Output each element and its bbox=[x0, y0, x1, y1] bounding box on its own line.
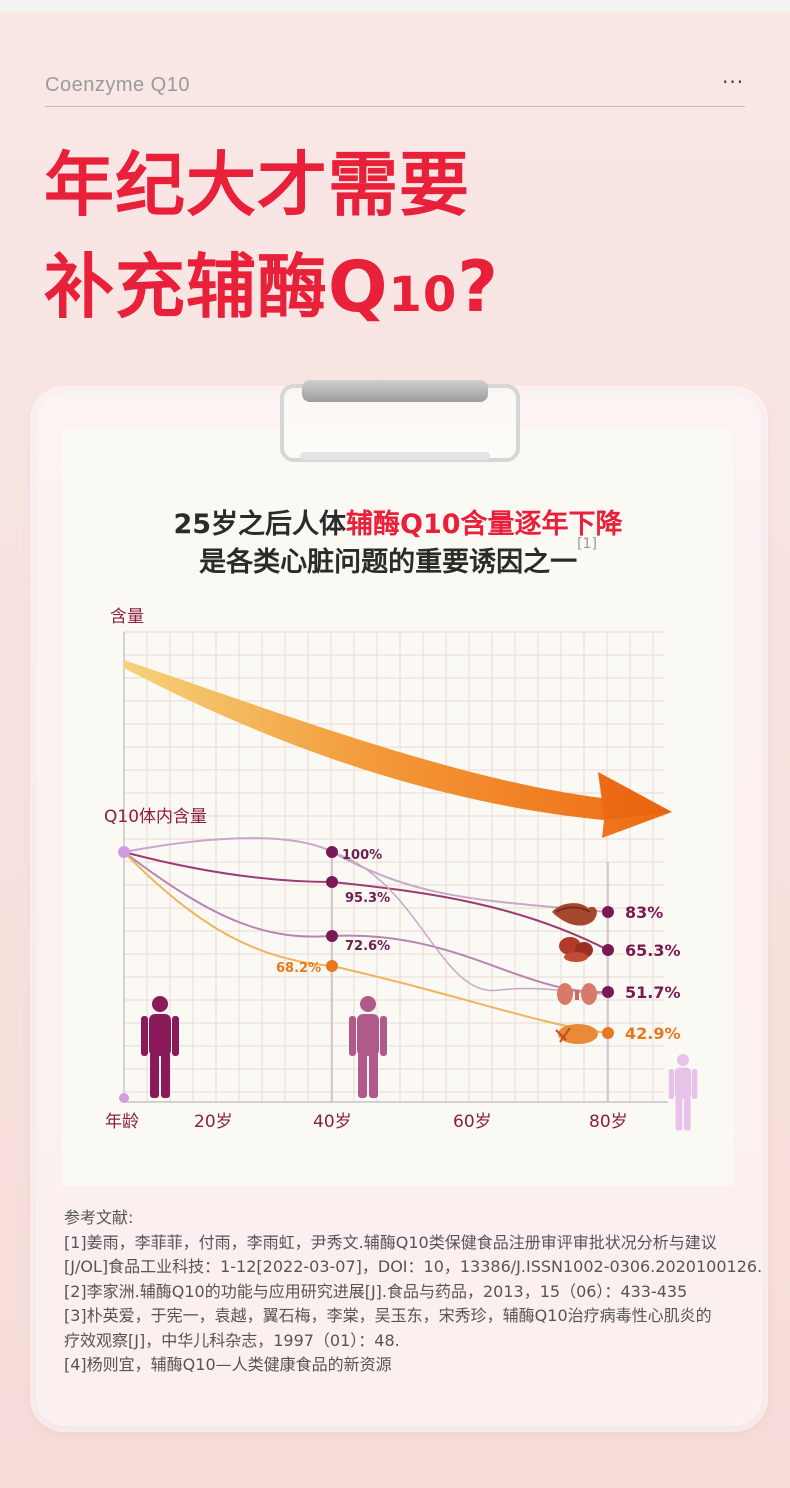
human-figure-part bbox=[674, 1067, 692, 1099]
references: 参考文献: [1]姜雨，李菲菲，付雨，李雨虹，尹秀文.辅酶Q10类保健食品注册审… bbox=[64, 1206, 763, 1378]
point-40-liver bbox=[326, 876, 338, 888]
more-menu-icon[interactable]: ··· bbox=[722, 70, 745, 94]
human-figure-part bbox=[172, 1016, 179, 1056]
subheadline-line-2: 是各类心脏问题的重要诱因之一[1] bbox=[62, 536, 734, 579]
decline-arrow-head-shade bbox=[598, 772, 672, 820]
citation-marker: [1] bbox=[577, 536, 597, 552]
brand-label: Coenzyme Q10 bbox=[45, 74, 190, 96]
human-figure-part bbox=[349, 1016, 356, 1056]
human-figure-part bbox=[358, 1052, 367, 1098]
top-status-strip bbox=[0, 0, 790, 12]
x-tick-60: 60岁 bbox=[453, 1112, 492, 1132]
y-axis-label: 含量 bbox=[110, 607, 144, 627]
human-figure-part bbox=[677, 1054, 689, 1066]
human-figure-part bbox=[357, 1014, 379, 1056]
subheadline-line-2-text: 是各类心脏问题的重要诱因之一 bbox=[199, 547, 578, 578]
decline-arrow bbox=[124, 660, 672, 838]
label-40-lung: 68.2% bbox=[276, 961, 321, 976]
headline-line-2: 补充辅酶Q10? bbox=[44, 252, 499, 322]
human-figure-part bbox=[149, 1014, 171, 1056]
human-figure-part bbox=[152, 996, 168, 1012]
reference-line: [2]李家洲.辅酶Q10的功能与应用研究进展[J].食品与药品，2013，15（… bbox=[64, 1281, 688, 1301]
x-tick-20: 20岁 bbox=[194, 1112, 233, 1132]
lung-icon bbox=[555, 1024, 598, 1044]
axis-origin-point bbox=[119, 1093, 129, 1103]
point-40-heart bbox=[326, 846, 338, 858]
x-tick-40: 40岁 bbox=[313, 1112, 352, 1132]
human-figure-part bbox=[360, 996, 376, 1012]
human-figure-part bbox=[692, 1069, 698, 1099]
label-40-liver: 95.3% bbox=[345, 891, 390, 906]
human-figure-part bbox=[675, 1096, 683, 1131]
label-80-liver: 65.3% bbox=[625, 941, 681, 960]
liver-icon bbox=[559, 937, 593, 962]
human-figure-part bbox=[668, 1069, 674, 1099]
human-figure-icon bbox=[668, 1054, 698, 1131]
human-figure-part bbox=[683, 1096, 691, 1131]
label-80-kidney: 51.7% bbox=[625, 983, 681, 1002]
reference-line: [J/OL]食品工业科技：1-12[2022-03-07]，DOI：10，133… bbox=[64, 1257, 763, 1276]
headline-question-mark: ? bbox=[457, 246, 499, 328]
subheadline-line-1: 25岁之后人体辅酶Q10含量逐年下降 bbox=[62, 502, 734, 541]
human-figure-part bbox=[141, 1016, 148, 1056]
human-figure-part bbox=[380, 1016, 387, 1056]
subheadline-black-text: 25岁之后人体 bbox=[173, 509, 347, 540]
human-figure-part bbox=[369, 1052, 378, 1098]
clipboard-clip-bar bbox=[302, 380, 488, 402]
x-axis-label: 年龄 bbox=[105, 1112, 139, 1132]
origin-point bbox=[118, 846, 130, 858]
point-80-lung bbox=[602, 1027, 614, 1039]
reference-line: 疗效观察[J]，中华儿科杂志，1997（01）：48. bbox=[64, 1330, 400, 1350]
point-40-lung bbox=[326, 960, 338, 972]
series-line-kidney bbox=[123, 851, 609, 994]
human-figure-part bbox=[161, 1052, 170, 1098]
reference-line: [3]朴英爱，于宪一，袁越，翼石梅，李棠，吴玉东，宋秀珍，辅酶Q10治疗病毒性心… bbox=[64, 1306, 712, 1325]
series-caption: Q10体内含量 bbox=[104, 807, 207, 827]
kidney-icon bbox=[557, 983, 597, 1005]
label-80-lung: 42.9% bbox=[625, 1024, 681, 1043]
reference-line: [1]姜雨，李菲菲，付雨，李雨虹，尹秀文.辅酶Q10类保健食品注册审评审批状况分… bbox=[64, 1232, 717, 1252]
point-40-kidney bbox=[326, 930, 338, 942]
point-80-kidney bbox=[602, 986, 614, 998]
series-line-kidney-2 bbox=[331, 851, 609, 995]
headline-line-1: 年纪大才需要 bbox=[44, 144, 470, 226]
headline-line-2-subscript: 10 bbox=[388, 267, 458, 323]
references-title: 参考文献: bbox=[64, 1208, 134, 1227]
reference-line: [4]杨则宜，辅酶Q10—人类健康食品的新资源 bbox=[64, 1355, 392, 1374]
point-80-heart bbox=[602, 906, 614, 918]
label-40-heart: 100% bbox=[342, 848, 382, 863]
human-figure-part bbox=[150, 1052, 159, 1098]
label-80-heart: 83% bbox=[625, 903, 663, 922]
header-divider bbox=[45, 106, 745, 107]
headline-line-2-main: 补充辅酶Q bbox=[44, 246, 389, 328]
label-40-kidney: 72.6% bbox=[345, 939, 390, 954]
human-figure-icon bbox=[141, 996, 179, 1098]
heart-icon bbox=[552, 903, 597, 926]
point-80-liver bbox=[602, 944, 614, 956]
x-tick-80: 80岁 bbox=[589, 1112, 628, 1132]
subheadline-red-text: 辅酶Q10含量逐年下降 bbox=[346, 509, 623, 540]
human-figure-icon bbox=[349, 996, 387, 1098]
clipboard-clip-base bbox=[300, 452, 490, 460]
